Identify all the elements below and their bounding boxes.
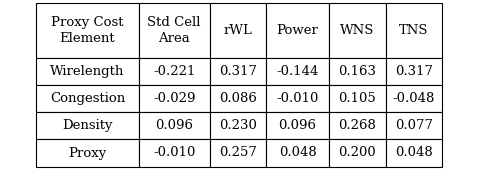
Bar xyxy=(209,3,266,58)
Text: -0.144: -0.144 xyxy=(276,65,319,78)
Bar xyxy=(36,58,139,85)
Text: WNS: WNS xyxy=(340,24,374,37)
Text: 0.163: 0.163 xyxy=(338,65,376,78)
Bar xyxy=(266,112,329,139)
Bar xyxy=(209,112,266,139)
Bar xyxy=(209,139,266,167)
Bar xyxy=(329,3,385,58)
Bar xyxy=(209,58,266,85)
Bar xyxy=(329,139,385,167)
Bar xyxy=(385,85,442,112)
Bar xyxy=(385,3,442,58)
Text: 0.317: 0.317 xyxy=(395,65,433,78)
Bar xyxy=(36,112,139,139)
Bar xyxy=(139,3,209,58)
Bar xyxy=(385,139,442,167)
Text: 0.048: 0.048 xyxy=(279,147,316,159)
Bar xyxy=(36,85,139,112)
Text: 0.105: 0.105 xyxy=(338,92,376,105)
Text: 0.048: 0.048 xyxy=(395,147,433,159)
Text: Std Cell
Area: Std Cell Area xyxy=(148,16,201,45)
Bar xyxy=(36,3,139,58)
Text: Density: Density xyxy=(62,119,113,132)
Text: -0.010: -0.010 xyxy=(276,92,319,105)
Text: -0.221: -0.221 xyxy=(153,65,196,78)
Text: 0.268: 0.268 xyxy=(338,119,376,132)
Bar xyxy=(139,139,209,167)
Text: -0.048: -0.048 xyxy=(392,92,435,105)
Bar xyxy=(266,58,329,85)
Bar xyxy=(329,58,385,85)
Text: 0.077: 0.077 xyxy=(395,119,433,132)
Text: Congestion: Congestion xyxy=(50,92,125,105)
Bar xyxy=(36,139,139,167)
Text: 0.096: 0.096 xyxy=(279,119,316,132)
Bar xyxy=(329,112,385,139)
Text: 0.230: 0.230 xyxy=(219,119,257,132)
Bar xyxy=(266,139,329,167)
Bar xyxy=(385,112,442,139)
Bar xyxy=(209,85,266,112)
Bar xyxy=(139,85,209,112)
Text: 0.317: 0.317 xyxy=(219,65,257,78)
Bar xyxy=(266,3,329,58)
Text: TNS: TNS xyxy=(399,24,428,37)
Bar xyxy=(139,58,209,85)
Bar xyxy=(329,85,385,112)
Text: 0.096: 0.096 xyxy=(155,119,193,132)
Bar xyxy=(139,112,209,139)
Bar xyxy=(266,85,329,112)
Text: Power: Power xyxy=(277,24,318,37)
Text: Proxy: Proxy xyxy=(68,147,107,159)
Bar xyxy=(385,58,442,85)
Text: Proxy Cost
Element: Proxy Cost Element xyxy=(51,16,124,45)
Text: 0.086: 0.086 xyxy=(219,92,257,105)
Text: rWL: rWL xyxy=(223,24,252,37)
Text: 0.200: 0.200 xyxy=(338,147,376,159)
Text: Wirelength: Wirelength xyxy=(50,65,125,78)
Text: -0.029: -0.029 xyxy=(153,92,196,105)
Text: -0.010: -0.010 xyxy=(153,147,196,159)
Text: 0.257: 0.257 xyxy=(219,147,257,159)
